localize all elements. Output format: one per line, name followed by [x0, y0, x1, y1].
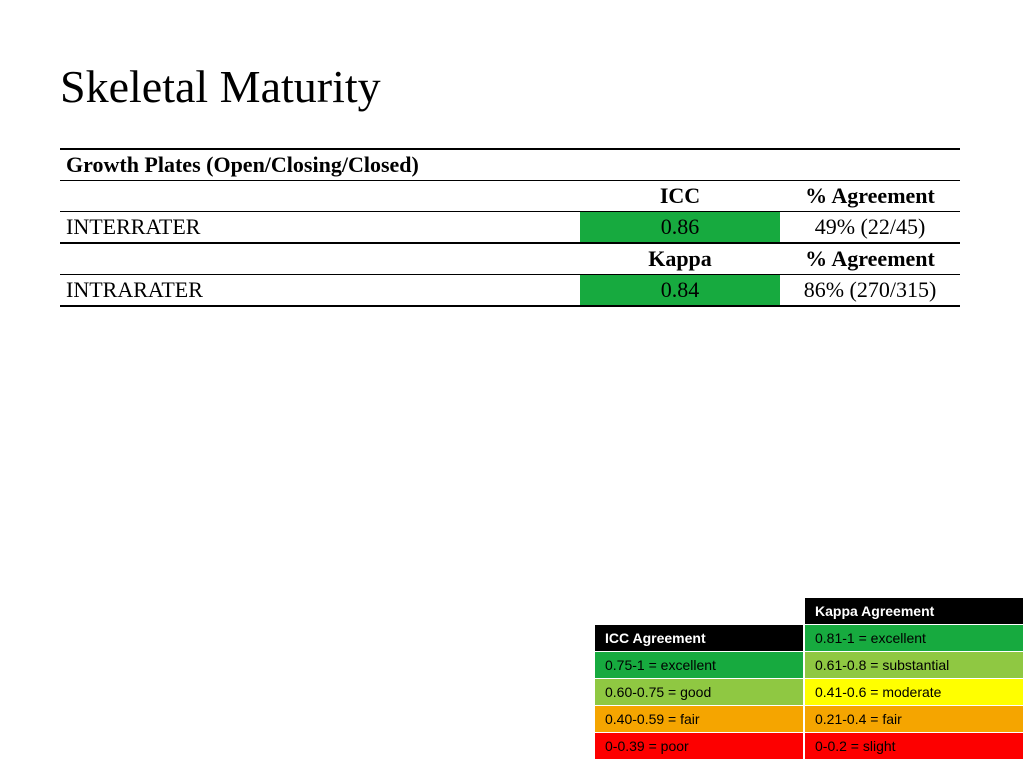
col-header-agree-2: % Agreement — [780, 243, 960, 275]
legend-row: 0.75-1 = excellent — [595, 652, 804, 679]
icc-legend-body: 0.75-1 = excellent0.60-0.75 = good0.40-0… — [595, 652, 804, 760]
blank-cell — [60, 181, 580, 212]
col-header-stat-1: ICC — [580, 181, 780, 212]
legend-row: 0.40-0.59 = fair — [595, 706, 804, 733]
kappa-legend-title: Kappa Agreement — [805, 598, 1024, 625]
icc-legend: ICC Agreement 0.75-1 = excellent0.60-0.7… — [594, 624, 804, 760]
col-header-stat-2: Kappa — [580, 243, 780, 275]
interrater-agreement: 49% (22/45) — [780, 212, 960, 244]
legend-row: 0.60-0.75 = good — [595, 679, 804, 706]
legend-row: 0.61-0.8 = substantial — [805, 652, 1024, 679]
slide-title: Skeletal Maturity — [60, 60, 381, 113]
intrarater-kappa: 0.84 — [580, 275, 780, 307]
blank-cell — [60, 243, 580, 275]
legend-row: 0.81-1 = excellent — [805, 625, 1024, 652]
kappa-legend: Kappa Agreement 0.81-1 = excellent0.61-0… — [804, 597, 1024, 760]
kappa-legend-body: 0.81-1 = excellent0.61-0.8 = substantial… — [805, 625, 1024, 760]
legend-container: ICC Agreement 0.75-1 = excellent0.60-0.7… — [594, 597, 1024, 760]
row-label-interrater: INTERRATER — [60, 212, 580, 244]
row-label-intrarater: INTRARATER — [60, 275, 580, 307]
growth-plates-table: Growth Plates (Open/Closing/Closed) ICC … — [60, 148, 960, 307]
icc-legend-title: ICC Agreement — [595, 625, 804, 652]
intrarater-agreement: 86% (270/315) — [780, 275, 960, 307]
interrater-icc: 0.86 — [580, 212, 780, 244]
legend-row: 0-0.39 = poor — [595, 733, 804, 760]
legend-row: 0.21-0.4 = fair — [805, 706, 1024, 733]
legend-row: 0-0.2 = slight — [805, 733, 1024, 760]
section-header: Growth Plates (Open/Closing/Closed) — [60, 149, 960, 181]
col-header-agree-1: % Agreement — [780, 181, 960, 212]
legend-row: 0.41-0.6 = moderate — [805, 679, 1024, 706]
